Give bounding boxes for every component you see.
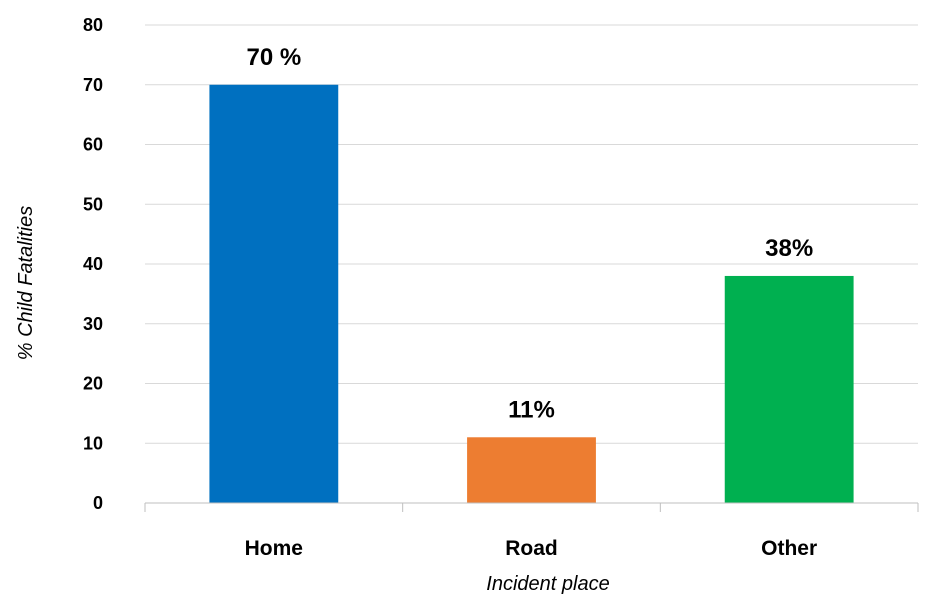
y-tick-label: 40 [83,254,103,274]
y-tick-label: 0 [93,493,103,513]
x-tick-label: Home [245,537,303,560]
y-tick-label: 30 [83,314,103,334]
y-tick-label: 20 [83,374,103,394]
x-axis-title: Incident place [486,573,609,595]
y-axis-title: % Child Fatalities [15,206,37,361]
x-tick-label: Other [761,537,817,560]
data-label: 11% [508,396,555,423]
y-tick-label: 10 [83,433,103,453]
y-tick-label: 80 [83,15,103,35]
data-label: 38% [765,235,813,262]
y-tick-label: 50 [83,194,103,214]
bar-road [467,437,596,503]
y-axis-ticks: 0 10 20 30 40 50 60 70 80 [83,15,103,513]
bar-home [209,84,339,503]
data-label: 70 % [246,44,301,71]
y-tick-label: 60 [83,135,103,155]
bar-other [724,275,854,503]
data-labels: 70 % 11% 38% [246,44,813,424]
bars [209,84,854,503]
x-axis: Home Road Other [144,502,919,560]
y-tick-label: 70 [83,75,103,95]
x-tick-label: Road [505,537,558,560]
